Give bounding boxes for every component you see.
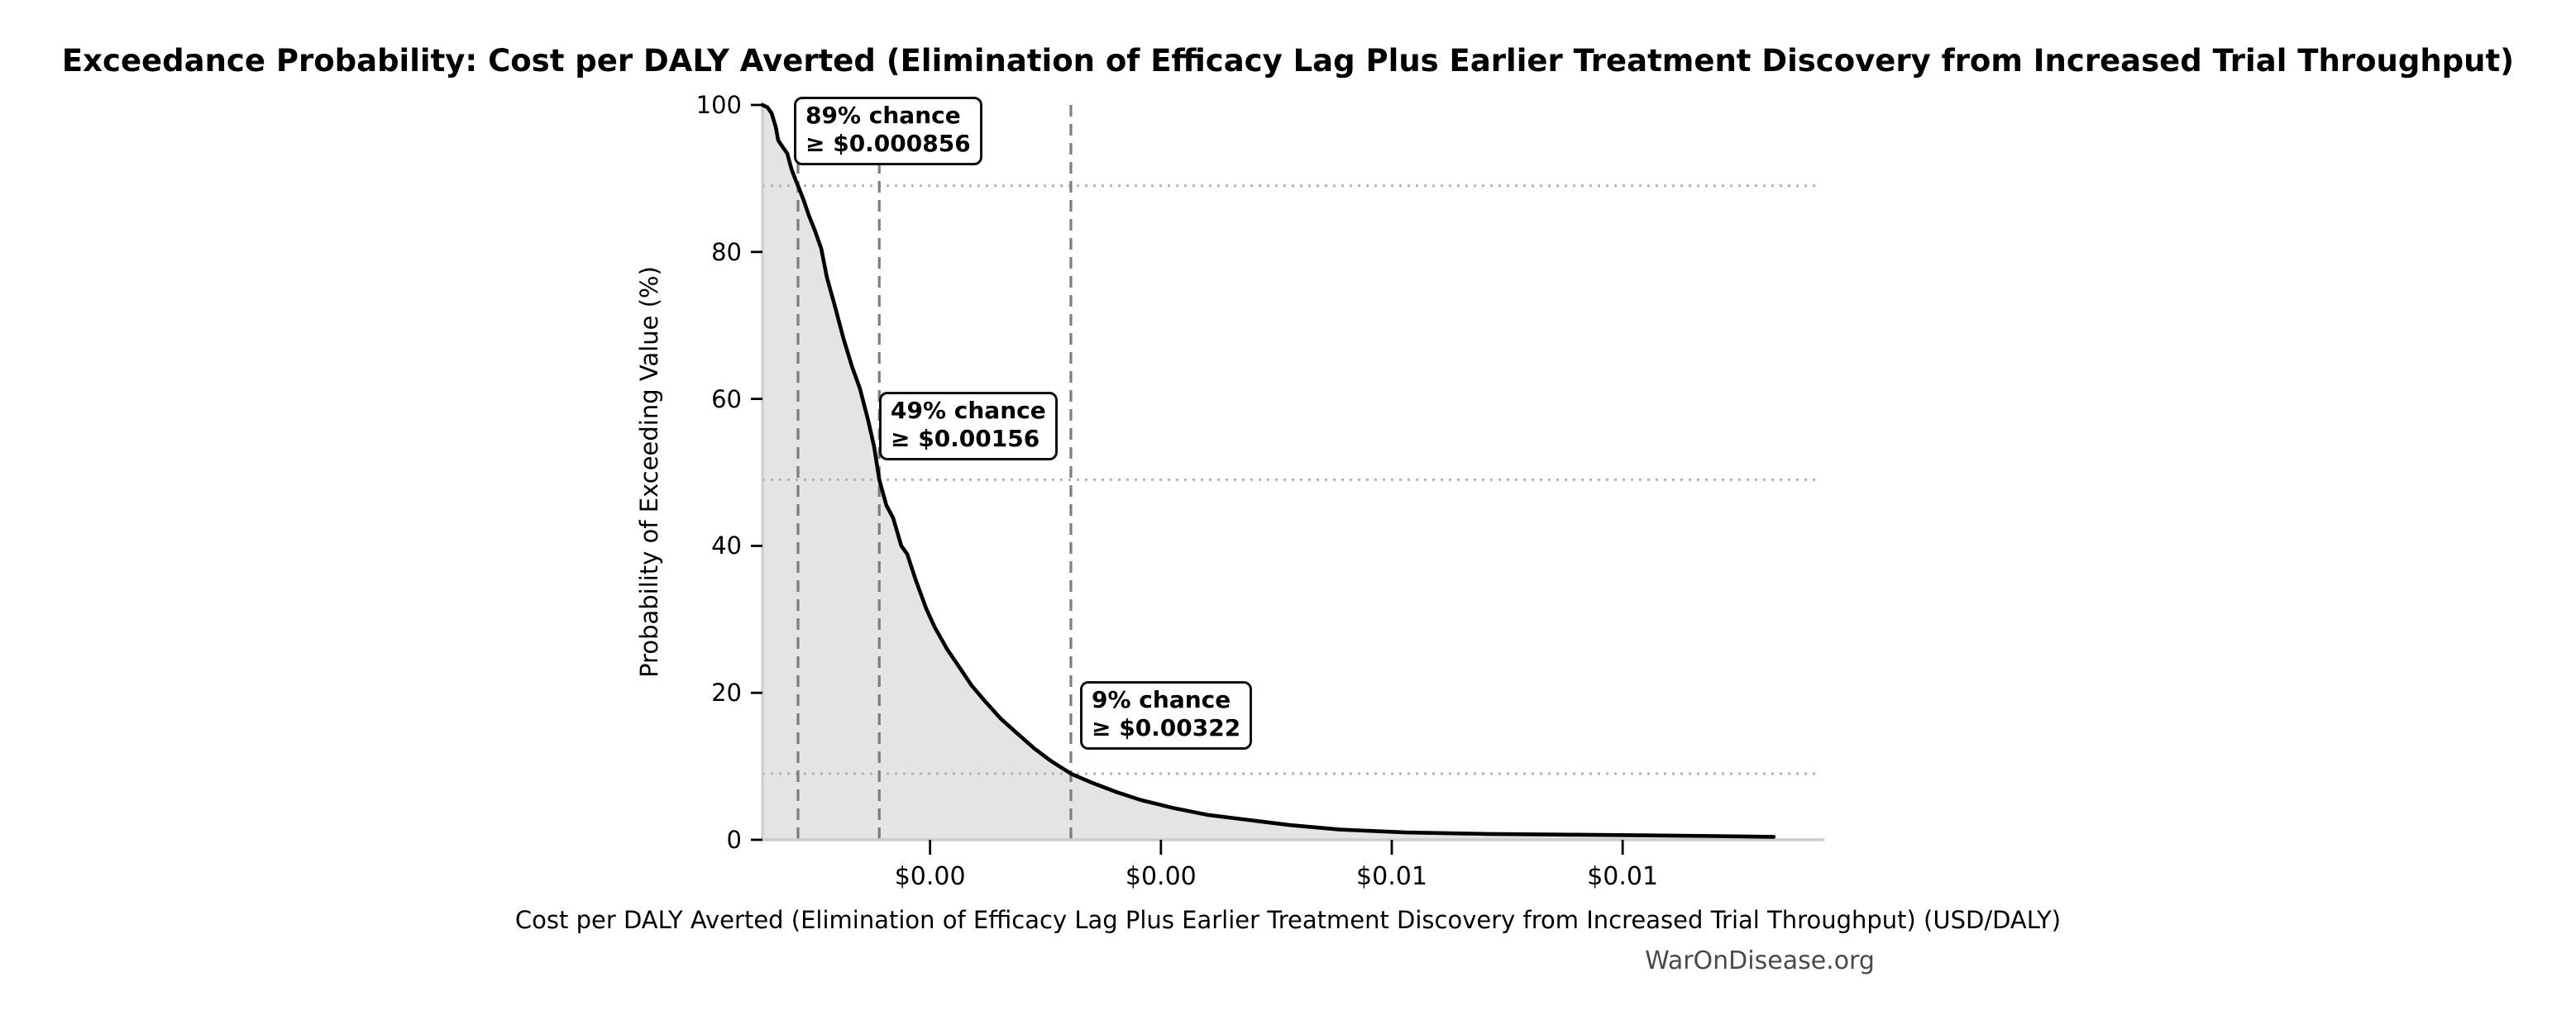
watermark-text: WarOnDisease.org [1645,946,1875,975]
annotation-line: 89% chance [805,102,961,129]
x-tick-label: $0.00 [1125,862,1197,891]
x-axis-label: Cost per DALY Averted (Elimination of Ef… [514,906,2062,934]
annotation-box-49pct: 49% chance ≥ $0.00156 [879,392,1058,460]
annotation-box-9pct: 9% chance ≥ $0.00322 [1080,681,1253,750]
y-tick-label: 60 [711,384,742,413]
annotation-line: ≥ $0.000856 [805,130,971,157]
y-tick-label: 0 [726,826,742,854]
annotation-box-89pct: 89% chance ≥ $0.000856 [794,97,982,165]
y-tick-label: 80 [711,237,742,266]
y-axis-label: Probability of Exceeding Value (%) [635,266,663,678]
x-tick-label: $0.01 [1587,862,1659,891]
y-tick-label: 40 [711,531,742,560]
annotation-line: ≥ $0.00322 [1092,714,1241,741]
annotation-line: ≥ $0.00156 [891,425,1040,452]
x-tick-label: $0.00 [894,862,966,891]
y-tick-label: 100 [695,91,742,119]
annotation-line: 49% chance [891,397,1046,424]
y-tick-label: 20 [711,679,742,708]
x-tick-label: $0.01 [1356,862,1427,891]
annotation-line: 9% chance [1092,686,1231,713]
chart-title: Exceedance Probability: Cost per DALY Av… [61,43,2515,79]
